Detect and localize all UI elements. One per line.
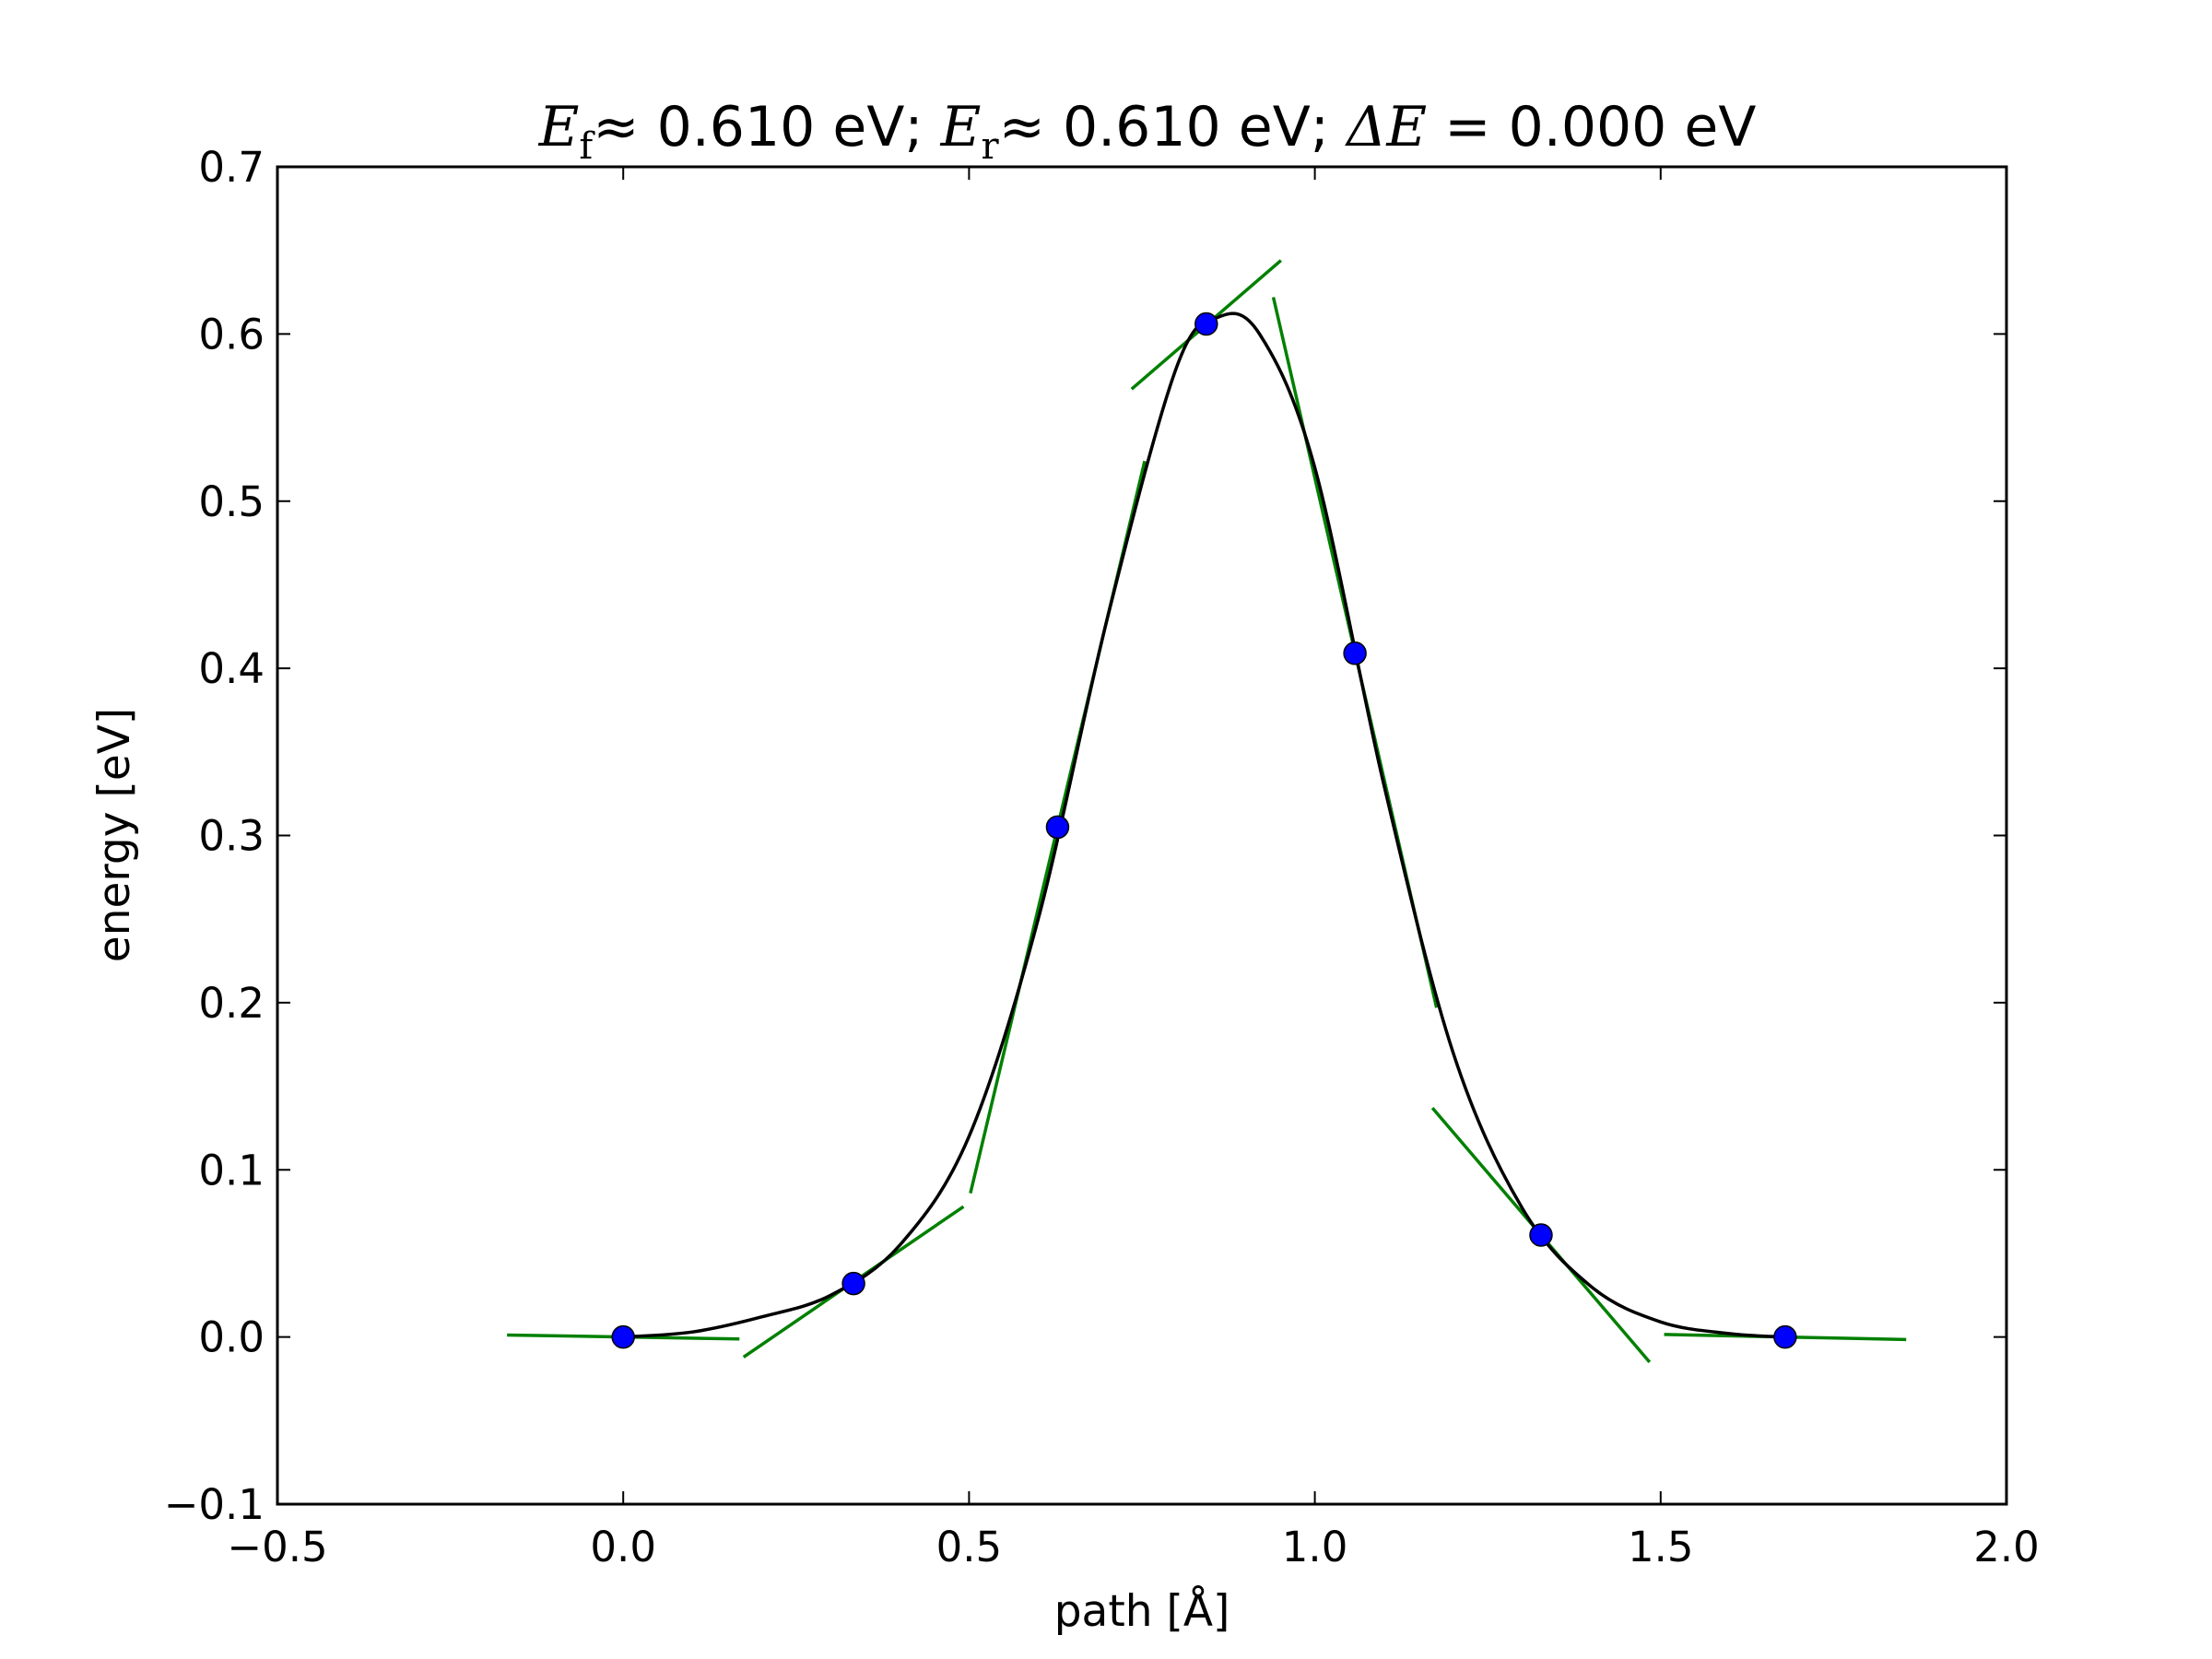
data-point [611,1324,635,1349]
data-point [1529,1223,1553,1247]
y-tick-labels: −0.1 0.0 0.1 0.2 0.3 0.4 0.5 0.6 0.7 [164,143,265,1529]
x-tick-label: 1.0 [1282,1523,1348,1571]
data-point [841,1271,865,1296]
y-tick-label: 0.4 [198,644,265,693]
data-point [1194,312,1218,336]
y-tick-label: 0.0 [198,1313,265,1362]
y-tick-label: 0.2 [198,979,265,1028]
title-er-symbol: E [940,95,982,159]
title-ef-sub: f [579,125,595,168]
title-ef-symbol: E [538,95,580,159]
x-tick-label: 0.5 [936,1523,1003,1571]
y-tick-label: 0.7 [198,143,265,192]
data-point [1773,1324,1797,1349]
title-er-rest: ≈ 0.610 eV; [999,95,1347,159]
x-axis-label: path [Å] [1054,1586,1230,1637]
data-point [1343,641,1367,665]
data-point [1045,815,1070,840]
y-tick-label: 0.1 [198,1146,265,1194]
plot-area [507,259,1907,1363]
chart-title: Ef≈ 0.610 eV; Er≈ 0.610 eV; ΔE = 0.000 e… [538,95,1757,168]
title-de-symbol: ΔE [1345,95,1427,159]
x-tick-labels: −0.5 0.0 0.5 1.0 1.5 2.0 [227,1523,2039,1571]
axes-frame [276,165,2008,1506]
y-tick-label: 0.5 [198,477,265,526]
x-tick-label: 2.0 [1973,1523,2040,1571]
title-er-sub: r [981,125,999,168]
x-tick-label: 0.0 [590,1523,656,1571]
x-tick-label: −0.5 [227,1523,327,1571]
y-tick-label: −0.1 [164,1480,265,1529]
x-tick-label: 1.5 [1628,1523,1694,1571]
y-axis-label: energy [eV] [89,708,140,962]
y-tick-label: 0.3 [198,812,265,861]
data-points [611,312,1797,1349]
title-ef-rest: ≈ 0.610 eV; [593,95,940,159]
title-de-rest: = 0.000 eV [1427,95,1756,159]
y-tick-label: 0.6 [198,310,265,359]
